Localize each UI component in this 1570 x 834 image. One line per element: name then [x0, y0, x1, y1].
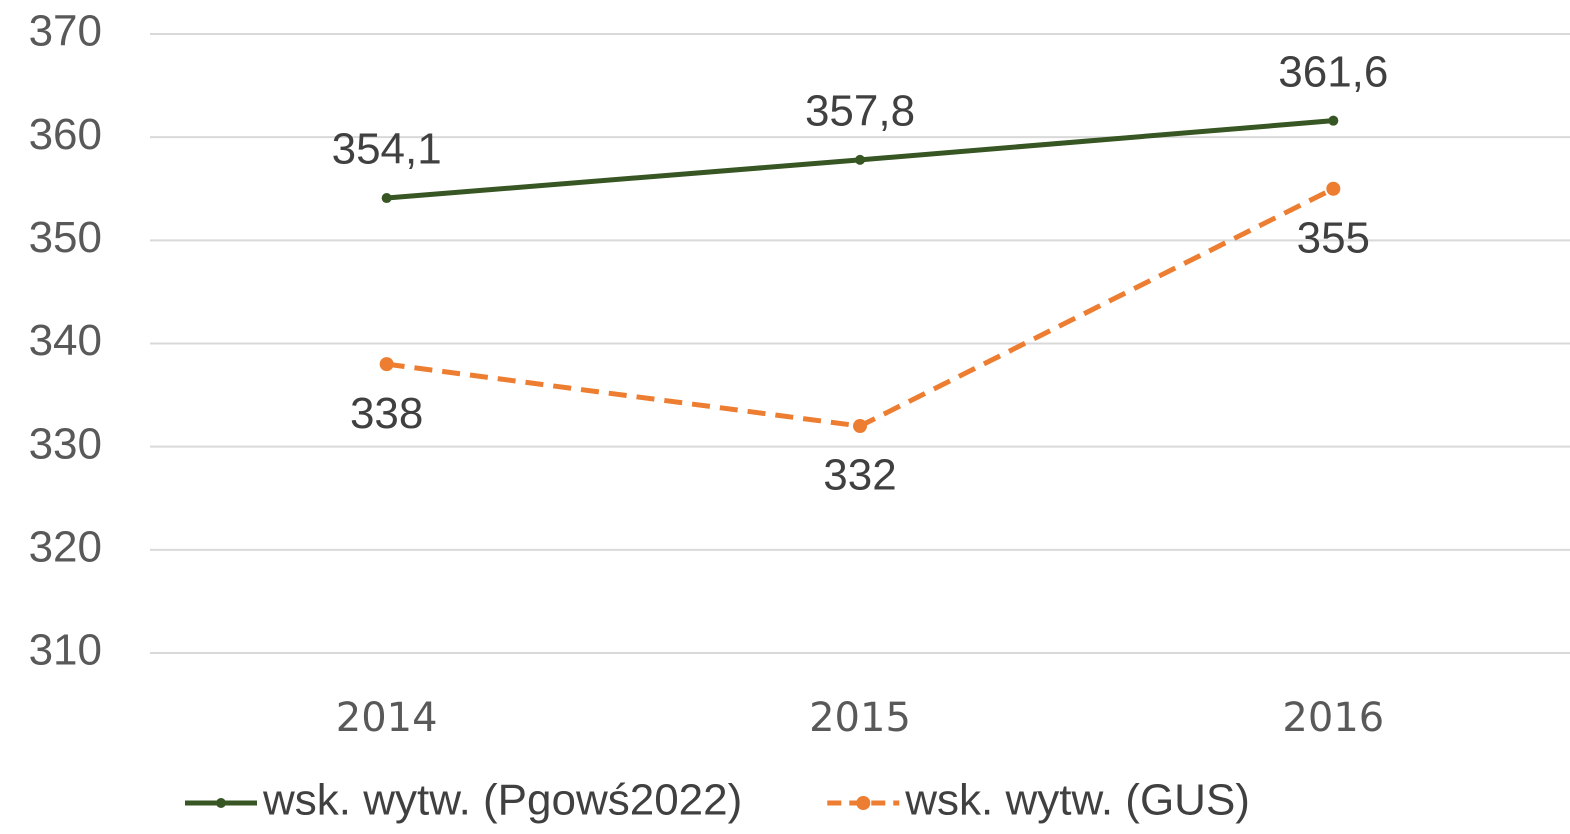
y-tick-label: 350: [29, 213, 102, 262]
legend-swatch-dot: [856, 796, 871, 810]
data-label: 332: [823, 451, 896, 500]
data-label: 357,8: [805, 86, 915, 135]
legend-label: wsk. wytw. (Pgowś2022): [262, 776, 742, 825]
data-point: [855, 154, 865, 165]
legend-label: wsk. wytw. (GUS): [904, 776, 1250, 825]
y-tick-label: 310: [29, 626, 102, 675]
y-tick-label: 330: [29, 419, 102, 468]
y-tick-label: 370: [29, 7, 102, 56]
data-point: [1326, 181, 1341, 196]
data-point: [379, 357, 394, 372]
data-point: [1328, 115, 1339, 126]
data-label: 361,6: [1278, 47, 1388, 96]
x-tick-label: 2016: [1282, 695, 1384, 741]
x-tick-label: 2014: [336, 695, 438, 741]
y-tick-label: 340: [29, 316, 102, 365]
legend-swatch-dot: [216, 798, 226, 808]
series-line: [386, 186, 1335, 429]
data-point: [853, 419, 867, 434]
x-tick-label: 2015: [809, 695, 911, 741]
data-label: 354,1: [332, 125, 442, 174]
data-label: 338: [350, 389, 423, 438]
data-label: 355: [1297, 213, 1370, 262]
y-tick-label: 360: [29, 110, 102, 159]
data-point: [381, 193, 392, 204]
y-tick-label: 320: [29, 522, 102, 571]
